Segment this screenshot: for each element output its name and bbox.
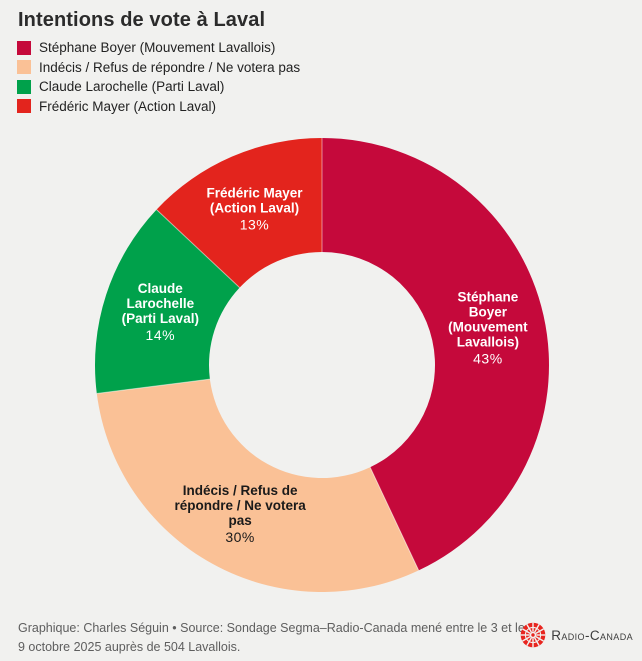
slice-separator	[96, 378, 210, 394]
legend-item-indecis: Indécis / Refus de répondre / Ne votera …	[17, 58, 300, 78]
credit-line-1: Graphique: Charles Séguin • Source: Sond…	[18, 621, 525, 635]
legend-item-larochelle: Claude Larochelle (Parti Laval)	[17, 77, 300, 97]
legend-swatch-boyer	[17, 40, 31, 55]
radio-canada-wordmark: Radio-Canada	[551, 627, 633, 643]
legend-label: Frédéric Mayer (Action Laval)	[39, 98, 217, 114]
legend-label: Stéphane Boyer (Mouvement Lavallois)	[39, 40, 276, 56]
credit-line-2: 9 octobre 2025 auprès de 504 Lavallois.	[18, 640, 241, 654]
legend-label: Indécis / Refus de répondre / Ne votera …	[39, 59, 301, 75]
legend-item-boyer: Stéphane Boyer (Mouvement Lavallois)	[17, 38, 300, 58]
credit-text: Graphique: Charles Séguin • Source: Sond…	[18, 619, 525, 657]
pie-slice-2[interactable]	[95, 209, 240, 394]
legend-item-mayer: Frédéric Mayer (Action Laval)	[17, 97, 300, 117]
chart-legend: Stéphane Boyer (Mouvement Lavallois) Ind…	[17, 38, 300, 116]
legend-swatch-indecis	[17, 60, 31, 75]
legend-swatch-mayer	[17, 99, 31, 114]
legend-label: Claude Larochelle (Parti Laval)	[39, 79, 225, 95]
pie-slice-1[interactable]	[96, 379, 419, 592]
pie-slice-0[interactable]	[322, 138, 549, 571]
pie-slice-3[interactable]	[156, 138, 322, 288]
radio-canada-gem-icon	[520, 622, 546, 648]
radio-canada-logo: Radio-Canada	[520, 622, 633, 648]
slice-separator	[369, 467, 420, 571]
page-title: Intentions de vote à Laval	[18, 9, 266, 31]
slice-separator	[156, 209, 240, 289]
legend-swatch-larochelle	[17, 79, 31, 94]
